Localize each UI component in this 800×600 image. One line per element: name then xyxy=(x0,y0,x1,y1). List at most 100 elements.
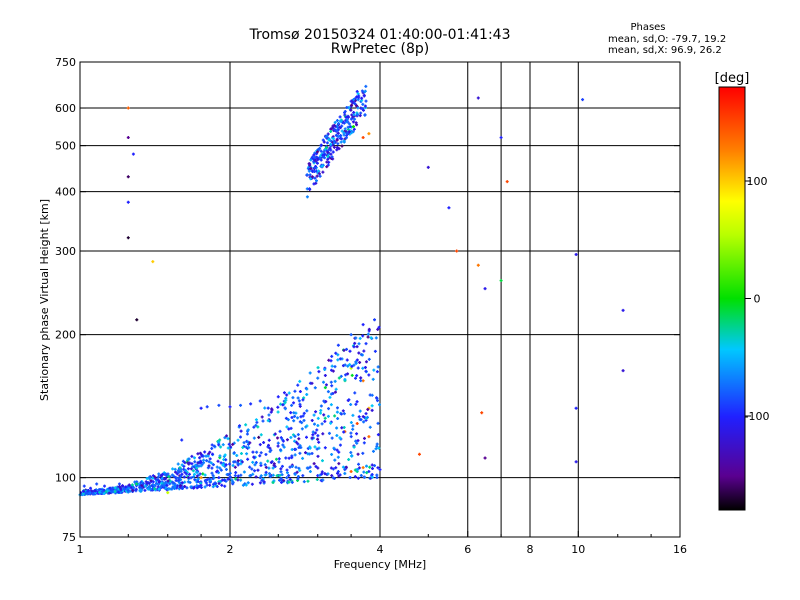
data-point xyxy=(191,469,195,473)
data-point xyxy=(89,486,93,490)
data-point xyxy=(113,486,117,490)
data-point xyxy=(195,486,199,490)
data-point xyxy=(324,146,328,150)
stats-line-o: mean, sd,O: -79.7, 19.2 xyxy=(608,34,726,45)
data-point xyxy=(318,155,322,159)
data-point xyxy=(286,418,290,422)
data-point xyxy=(272,463,276,467)
data-point xyxy=(312,413,316,417)
data-point xyxy=(159,485,163,489)
data-point xyxy=(245,452,249,456)
data-point xyxy=(316,169,320,173)
data-point xyxy=(292,419,296,423)
data-point xyxy=(327,431,331,435)
data-point xyxy=(195,470,199,474)
data-point xyxy=(231,464,235,468)
data-point xyxy=(127,483,131,487)
data-point xyxy=(365,415,369,419)
data-point xyxy=(356,452,360,456)
data-point xyxy=(293,472,297,476)
stats-heading: Phases xyxy=(630,22,665,33)
data-point xyxy=(222,478,226,482)
data-point xyxy=(145,476,149,480)
data-point xyxy=(293,414,297,418)
data-point xyxy=(358,114,362,118)
data-point xyxy=(377,325,381,329)
data-point xyxy=(364,342,368,346)
data-point xyxy=(375,473,379,477)
data-point xyxy=(267,466,271,470)
data-point xyxy=(133,480,137,484)
data-point xyxy=(233,465,237,469)
data-point xyxy=(203,485,207,489)
data-point xyxy=(341,409,345,413)
data-point xyxy=(131,489,135,493)
data-point xyxy=(350,364,354,368)
data-point xyxy=(151,476,155,480)
data-point xyxy=(247,446,251,450)
data-point xyxy=(314,410,318,414)
data-point xyxy=(187,472,191,476)
data-point xyxy=(316,454,320,458)
data-point xyxy=(363,365,367,369)
data-point xyxy=(332,145,336,149)
data-point xyxy=(89,489,93,493)
data-point xyxy=(357,462,361,466)
data-point xyxy=(324,135,328,139)
data-point xyxy=(223,484,227,488)
data-point xyxy=(135,318,139,322)
data-point xyxy=(293,434,297,438)
data-point xyxy=(224,467,228,471)
data-point xyxy=(162,484,166,488)
data-point xyxy=(203,450,207,454)
data-point xyxy=(88,492,92,496)
data-point xyxy=(267,472,271,476)
colorbar-gradient xyxy=(718,86,746,511)
data-point xyxy=(476,96,480,100)
data-point xyxy=(305,466,309,470)
data-point xyxy=(264,470,268,474)
data-point xyxy=(317,446,321,450)
data-point xyxy=(157,480,161,484)
data-point xyxy=(238,424,242,428)
data-point xyxy=(220,483,224,487)
data-point xyxy=(334,133,338,137)
data-point xyxy=(367,327,371,331)
data-point xyxy=(321,138,325,142)
data-point xyxy=(361,451,365,455)
data-point xyxy=(285,468,289,472)
data-point xyxy=(324,383,328,387)
chart-title: Tromsø 20150324 01:40:00-01:41:43 xyxy=(249,27,511,43)
data-point xyxy=(205,405,209,409)
data-point xyxy=(291,433,295,437)
data-point xyxy=(329,368,333,372)
data-point xyxy=(193,463,197,467)
data-point xyxy=(344,465,348,469)
data-point xyxy=(233,474,237,478)
data-point xyxy=(148,475,152,479)
data-point xyxy=(291,396,295,400)
data-point xyxy=(330,474,334,478)
data-point xyxy=(159,481,163,485)
data-point xyxy=(325,141,329,145)
data-point xyxy=(321,432,325,436)
data-point xyxy=(338,357,342,361)
data-point xyxy=(359,353,363,357)
x-tick-label: 6 xyxy=(464,543,471,556)
data-point xyxy=(248,441,252,445)
data-point xyxy=(314,465,318,469)
data-point xyxy=(308,470,312,474)
data-point xyxy=(330,436,334,440)
data-point xyxy=(326,414,330,418)
data-point xyxy=(151,480,155,484)
data-point xyxy=(208,450,212,454)
data-point xyxy=(359,418,363,422)
data-point xyxy=(289,435,293,439)
data-point xyxy=(340,426,344,430)
data-point xyxy=(323,368,327,372)
data-point xyxy=(319,411,323,415)
data-point xyxy=(310,451,314,455)
data-point xyxy=(203,473,207,477)
data-point xyxy=(281,439,285,443)
data-point xyxy=(353,99,357,103)
